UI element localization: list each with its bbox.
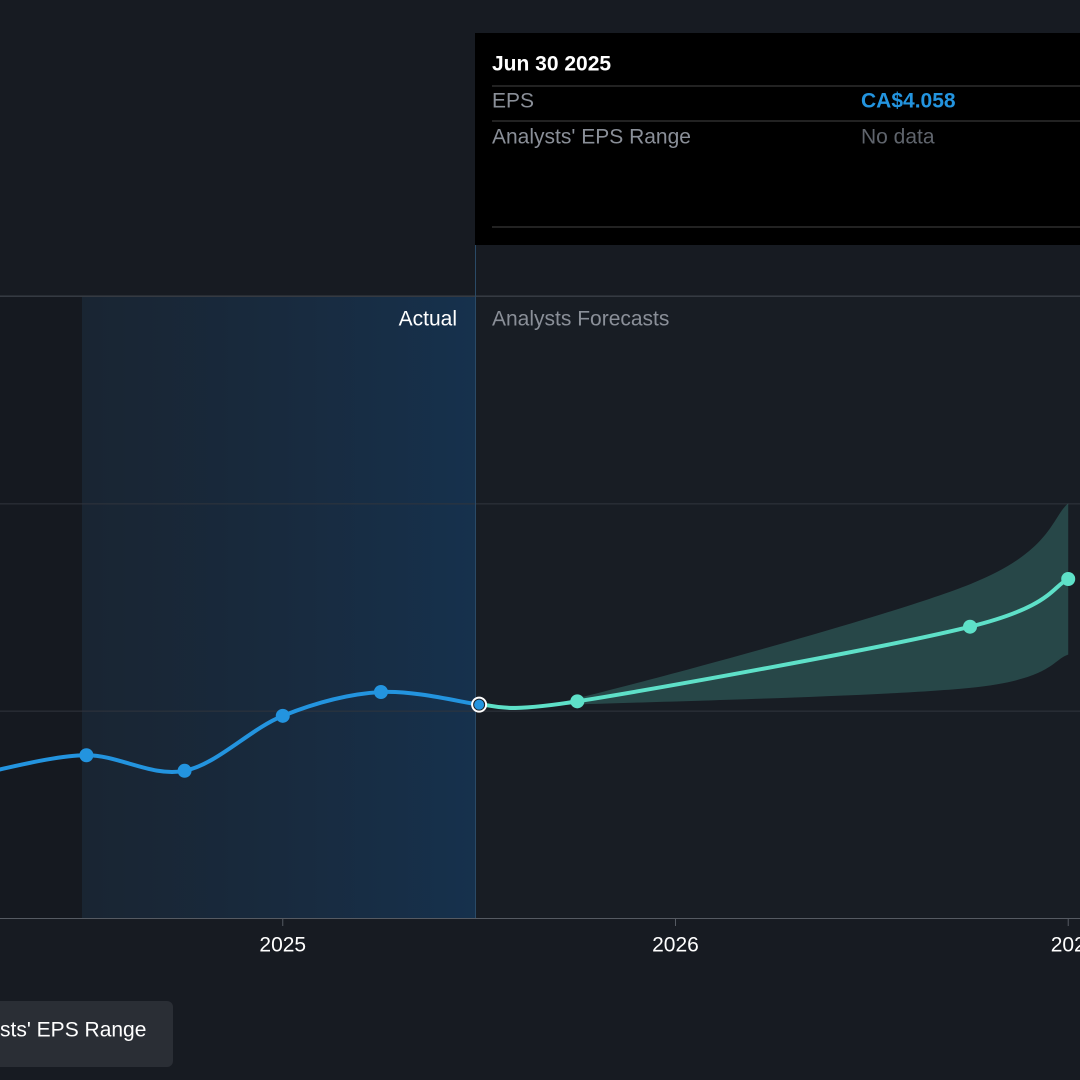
data-point	[79, 748, 94, 763]
tooltip-date: Jun 30 2025	[492, 53, 611, 76]
forecast-label: Analysts Forecasts	[492, 308, 669, 331]
tooltip-value: No data	[861, 126, 935, 149]
actual-region	[82, 296, 475, 918]
data-point	[275, 708, 290, 723]
tooltip	[475, 33, 1080, 245]
data-point	[963, 619, 978, 634]
past-region	[0, 296, 82, 918]
forecast-range	[479, 503, 1069, 709]
legend-label[interactable]: sts' EPS Range	[0, 1019, 146, 1042]
data-point	[177, 763, 192, 778]
tooltip-key: EPS	[492, 90, 534, 113]
data-point	[570, 694, 585, 709]
series-line	[479, 577, 1070, 710]
x-tick-label: 2025	[259, 934, 306, 957]
actual-label: Actual	[399, 308, 457, 331]
legend-button[interactable]	[0, 1001, 173, 1067]
x-tick-label: 2026	[652, 934, 699, 957]
x-tick-label: 202	[1051, 934, 1080, 957]
tooltip-key: Analysts' EPS Range	[492, 126, 691, 149]
data-point	[1061, 572, 1076, 587]
tooltip-value: CA$4.058	[861, 90, 956, 113]
data-point	[373, 685, 388, 700]
data-point-core	[474, 699, 485, 710]
